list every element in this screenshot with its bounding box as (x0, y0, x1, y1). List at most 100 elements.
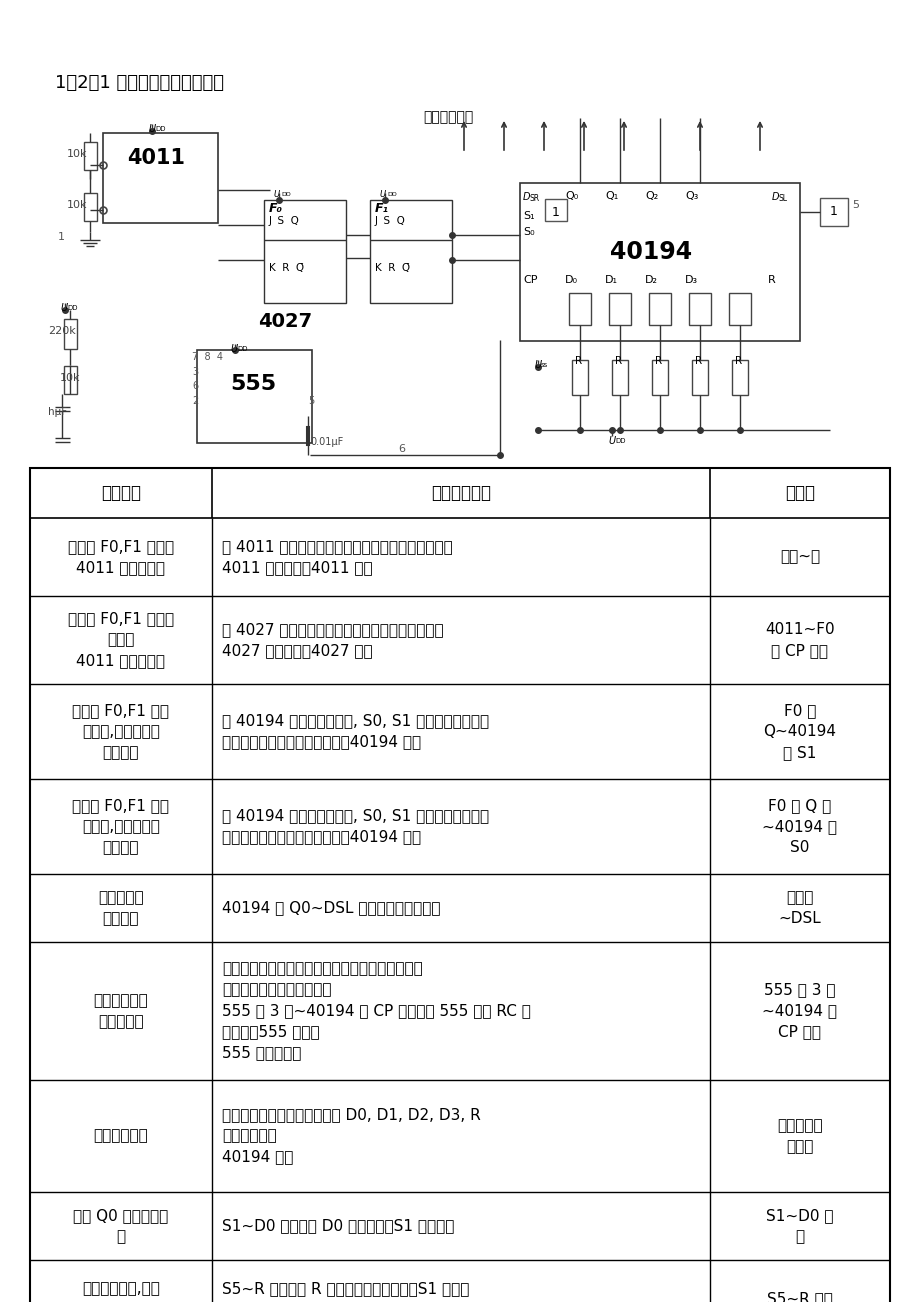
Text: D: D (771, 191, 778, 202)
Bar (652, 359, 667, 395)
Text: 555 的 3 脚
~40194 的
CP 断路: 555 的 3 脚 ~40194 的 CP 断路 (762, 983, 836, 1039)
Bar (688, 293, 710, 326)
Text: 10k: 10k (67, 201, 87, 210)
Text: 左移不正常
右移正常: 左移不正常 右移正常 (98, 891, 143, 926)
Text: 0.01μF: 0.01μF (310, 437, 343, 447)
Bar (544, 199, 566, 221)
Bar (30, 467, 889, 1302)
Text: S1~D0 断路导致 D0 电平不稳、S1 开关损坏: S1~D0 断路导致 D0 电平不稳、S1 开关损坏 (221, 1219, 454, 1233)
Text: 按按钮 F0,F1 正常
能置数,但在保持时
灯就在移: 按按钮 F0,F1 正常 能置数,但在保持时 灯就在移 (73, 703, 169, 760)
Text: 由 40194 构成移位寄存器, S0, S1 控制信号不正常，
导致四种状态间转换出现故障、40194 损坏: 由 40194 构成移位寄存器, S0, S1 控制信号不正常， 导致四种状态间… (221, 809, 489, 845)
Text: S₀: S₀ (522, 227, 534, 237)
Text: 能置数能清零
不能左右移: 能置数能清零 不能左右移 (94, 993, 148, 1029)
Text: R: R (734, 355, 742, 366)
Bar (728, 293, 750, 326)
Text: F₀: F₀ (268, 202, 283, 215)
Text: U: U (60, 303, 67, 312)
Text: D: D (522, 191, 530, 202)
Text: D₁: D₁ (605, 275, 618, 285)
Text: 3: 3 (192, 367, 198, 378)
Text: 10k: 10k (60, 372, 81, 383)
Text: 故障点: 故障点 (784, 484, 814, 503)
Bar (84, 142, 96, 171)
Bar (819, 198, 847, 227)
Text: S5~R 断路导致 R 电平不稳，时而清零、S1 开关损
坏: S5~R 断路导致 R 电平不稳，时而清零、S1 开关损 坏 (221, 1281, 469, 1302)
Text: J  S  Q: J S Q (375, 216, 405, 227)
Text: J  S  Q: J S Q (268, 216, 300, 227)
Text: R: R (614, 355, 621, 366)
Text: F₁: F₁ (375, 202, 389, 215)
Bar (519, 184, 800, 341)
Bar (572, 359, 587, 395)
Text: Q₁: Q₁ (605, 191, 618, 201)
Text: DD: DD (154, 126, 165, 132)
Bar (307, 427, 309, 445)
Text: S5~R 断路: S5~R 断路 (766, 1292, 832, 1302)
Text: 6: 6 (192, 381, 198, 391)
Text: 由 4011 及其外围电路构成的单脉冲发生电路故障，
4011 电源故障，4011 损坏: 由 4011 及其外围电路构成的单脉冲发生电路故障， 4011 电源故障，401… (221, 539, 452, 575)
Text: 4027: 4027 (257, 312, 312, 331)
Text: 能置数能清零，说明单脉冲发生电路二进制加法电
路，置数，显示电路都正常
555 的 3 脚~40194 的 CP 有断路或 555 电路 RC 元
件损坏，55: 能置数能清零，说明单脉冲发生电路二进制加法电 路，置数，显示电路都正常 555 … (221, 961, 530, 1061)
Text: CP: CP (522, 275, 537, 285)
Text: U: U (533, 359, 540, 370)
Text: 置数 Q0 不正常有闪
烁: 置数 Q0 不正常有闪 烁 (74, 1208, 168, 1243)
Bar (691, 359, 708, 395)
Text: 220k: 220k (48, 326, 75, 336)
Text: R̄: R̄ (767, 275, 775, 285)
Bar (611, 359, 628, 395)
Text: 不能正常清零,置数
时对应的灯会闪: 不能正常清零,置数 时对应的灯会闪 (82, 1281, 160, 1302)
Text: U: U (148, 124, 155, 134)
Text: 置数时灯全亮: 置数时灯全亮 (94, 1129, 148, 1143)
Text: S₁: S₁ (522, 211, 534, 221)
Text: U: U (274, 190, 279, 199)
Text: F0 的
Q~40194
的 S1: F0 的 Q~40194 的 S1 (763, 703, 835, 760)
Text: 1: 1 (58, 232, 65, 242)
Text: 由 4027 及其外围电路构成的二进制加法电路故障
4027 电源故障，4027 损坏: 由 4027 及其外围电路构成的二进制加法电路故障 4027 电源故障，4027… (221, 622, 443, 658)
Text: D₀: D₀ (564, 275, 577, 285)
Text: F0 的 Q 非
~40194 的
S0: F0 的 Q 非 ~40194 的 S0 (762, 798, 836, 855)
Text: D₃: D₃ (685, 275, 698, 285)
Text: Q₀: Q₀ (564, 191, 578, 201)
Text: DD: DD (237, 346, 247, 352)
Text: Q₂: Q₂ (644, 191, 657, 201)
Text: U: U (230, 344, 237, 354)
Text: R: R (694, 355, 701, 366)
Text: 5: 5 (308, 396, 314, 406)
Bar (103, 133, 218, 223)
Text: 2: 2 (192, 396, 198, 406)
Bar (732, 359, 747, 395)
Text: S1~D0 断
路: S1~D0 断 路 (766, 1208, 833, 1243)
Text: K  R  Q̄: K R Q̄ (268, 263, 304, 273)
Text: 40194 的 Q0~DSL 有断路、反向器损坏: 40194 的 Q0~DSL 有断路、反向器损坏 (221, 901, 440, 915)
Text: Q₃: Q₃ (685, 191, 698, 201)
Bar (608, 293, 630, 326)
Text: 反向器
~DSL: 反向器 ~DSL (777, 891, 821, 926)
Text: 1: 1 (551, 206, 560, 219)
Text: 40194: 40194 (609, 240, 691, 264)
Text: 4011: 4011 (127, 148, 185, 168)
Text: 10k: 10k (67, 148, 87, 159)
Text: 7  8  4: 7 8 4 (192, 352, 222, 362)
Text: 接发光二极管: 接发光二极管 (423, 109, 472, 124)
Text: 按按钮 F0,F1 指示灯
无反应
4011 状态有改变: 按按钮 F0,F1 指示灯 无反应 4011 状态有改变 (68, 612, 174, 668)
Bar (568, 293, 590, 326)
Text: DD: DD (614, 437, 625, 444)
Text: ss: ss (540, 362, 548, 368)
Bar (197, 350, 312, 443)
Text: 1: 1 (829, 204, 837, 217)
Text: DD: DD (67, 305, 77, 311)
Text: 555: 555 (230, 374, 276, 395)
Text: DD: DD (280, 191, 290, 197)
Text: 1．2．1 单脉冲控制移位寄存器: 1．2．1 单脉冲控制移位寄存器 (55, 74, 223, 92)
Text: U: U (380, 190, 386, 199)
Bar (64, 366, 77, 395)
Text: K  R  Q̄: K R Q̄ (375, 263, 410, 273)
Text: R: R (654, 355, 662, 366)
Bar (64, 319, 77, 349)
Text: 分析故障原因: 分析故障原因 (430, 484, 491, 503)
Text: 5: 5 (851, 201, 858, 210)
Bar (264, 201, 346, 303)
Text: 6: 6 (398, 444, 404, 454)
Text: 故障现象: 故障现象 (101, 484, 141, 503)
Bar (648, 293, 670, 326)
